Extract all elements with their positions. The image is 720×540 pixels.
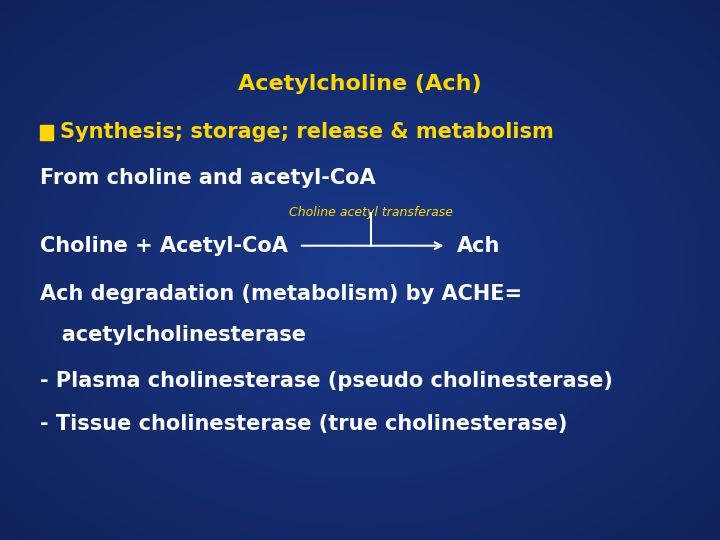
Text: - Tissue cholinesterase (true cholinesterase): - Tissue cholinesterase (true cholineste… xyxy=(40,414,567,434)
Text: Ach degradation (metabolism) by ACHE=: Ach degradation (metabolism) by ACHE= xyxy=(40,284,522,305)
Text: From choline and acetyl-CoA: From choline and acetyl-CoA xyxy=(40,168,375,188)
Text: - Plasma cholinesterase (pseudo cholinesterase): - Plasma cholinesterase (pseudo cholines… xyxy=(40,370,613,391)
Bar xyxy=(40,125,53,139)
Text: acetylcholinesterase: acetylcholinesterase xyxy=(40,325,305,345)
Text: Choline + Acetyl-CoA: Choline + Acetyl-CoA xyxy=(40,235,287,256)
Text: Acetylcholine (Ach): Acetylcholine (Ach) xyxy=(238,73,482,94)
Text: Ach: Ach xyxy=(457,235,500,256)
Text: Synthesis; storage; release & metabolism: Synthesis; storage; release & metabolism xyxy=(60,122,554,143)
Text: Choline acetyl transferase: Choline acetyl transferase xyxy=(289,206,453,219)
